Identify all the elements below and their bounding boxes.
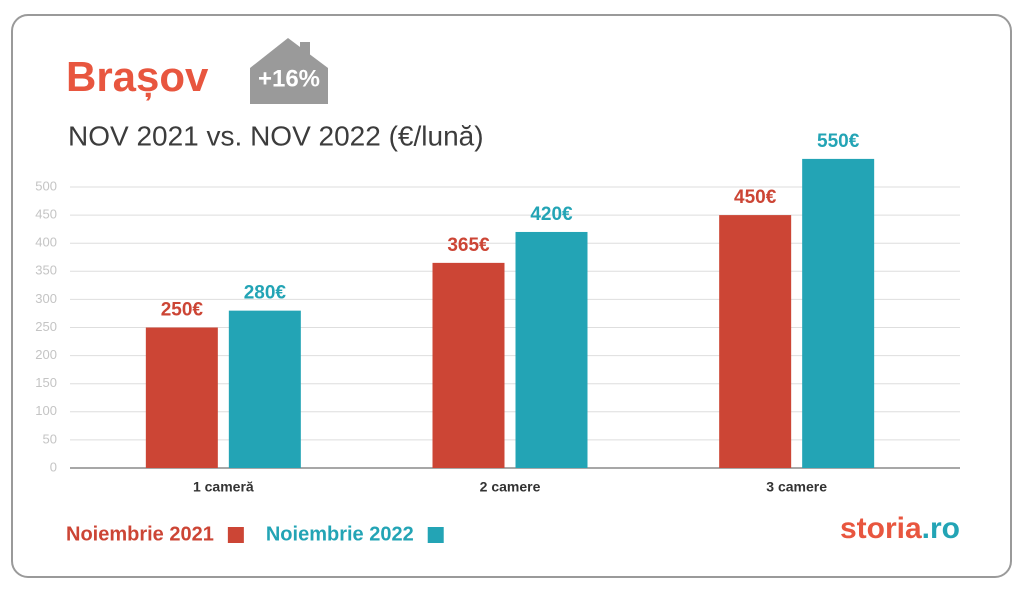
y-tick-label: 350 [35,263,57,278]
legend-swatch [427,527,444,543]
house-icon [250,38,328,104]
value-label: 280€ [244,283,287,304]
brand-logo: storia.ro [840,512,960,545]
y-tick-label: 250 [35,319,57,334]
chart-title: Brașov [66,53,209,101]
brand-part: .ro [922,512,960,545]
y-tick-label: 450 [35,207,57,222]
y-tick-label: 100 [35,403,57,418]
bar [432,262,505,468]
x-tick-label: 3 camere [766,479,827,495]
value-label: 420€ [530,204,573,225]
y-tick-label: 500 [35,178,57,193]
bar [515,231,588,468]
x-tick-label: 2 camere [480,479,541,495]
chart-subtitle: NOV 2021 vs. NOV 2022 (€/lună) [68,120,484,151]
x-tick-label: 1 cameră [193,479,254,495]
legend-label: Noiembrie 2022 [266,523,414,545]
bar [228,310,301,468]
y-tick-label: 200 [35,347,57,362]
value-label: 450€ [734,187,777,208]
brand-part: storia [840,512,922,545]
value-label: 365€ [447,235,490,256]
legend-swatch [227,527,244,543]
y-tick-label: 0 [50,459,57,474]
legend-label: Noiembrie 2021 [66,523,214,545]
y-tick-label: 300 [35,291,57,306]
bar [145,327,218,468]
bar [719,215,792,468]
y-tick-label: 400 [35,235,57,250]
value-label: 250€ [161,300,204,321]
bar [802,158,875,468]
badge: +16% [258,65,320,92]
value-label: 550€ [817,131,860,152]
y-tick-label: 150 [35,375,57,390]
y-tick-label: 50 [43,431,57,446]
